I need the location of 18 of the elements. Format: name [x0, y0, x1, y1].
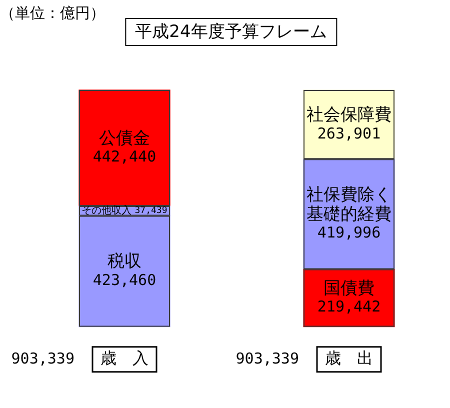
total-label: 903,339	[236, 349, 299, 368]
data-label: 37,439	[134, 206, 168, 216]
series-label: その他収入	[82, 204, 132, 216]
total-label: 903,339	[11, 349, 74, 368]
data-label: 419,996	[317, 224, 381, 242]
series-label: 社保費除く基礎的経費	[306, 184, 392, 224]
x-tick-label: 歳 入	[100, 348, 148, 368]
series-label: 税収	[108, 252, 142, 272]
data-label: 423,460	[92, 270, 156, 289]
data-label: 263,901	[317, 124, 381, 142]
x-tick-label: 歳 出	[325, 348, 373, 368]
text: （単位：億円）	[0, 4, 105, 22]
data-label: 442,440	[92, 148, 156, 166]
series-label: 公債金	[99, 128, 150, 148]
series-label: 国債費	[324, 278, 374, 298]
series-label: 社会保障費	[306, 105, 392, 126]
data-label: 219,442	[317, 298, 381, 316]
chart-title: 平成24年度予算フレーム	[125, 18, 337, 46]
